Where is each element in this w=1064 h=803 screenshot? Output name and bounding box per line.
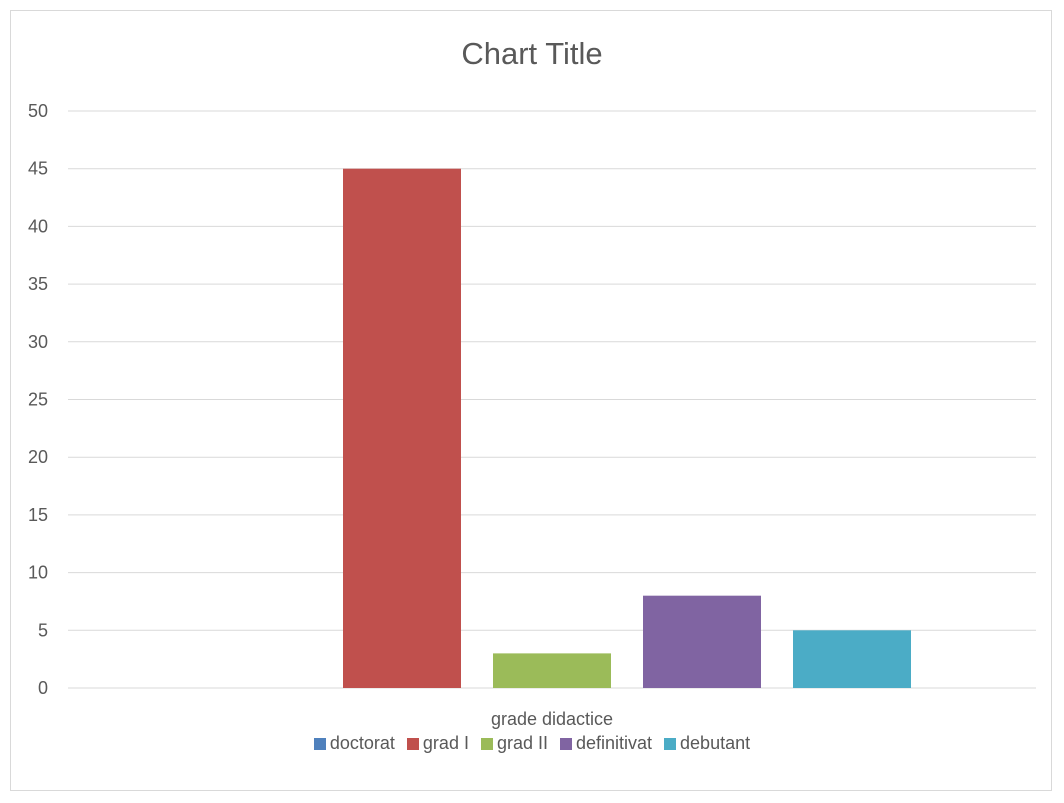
chart-title: Chart Title: [461, 36, 603, 71]
bar-grad-i: [343, 168, 461, 688]
bar-definitivat: [643, 595, 761, 688]
legend-label: debutant: [680, 733, 751, 753]
y-tick-label: 0: [38, 678, 48, 698]
bar-debutant: [793, 630, 911, 688]
legend-swatch: [559, 738, 572, 750]
legend-item: debutant: [664, 733, 750, 754]
y-tick-label: 10: [28, 563, 48, 583]
legend-item: grad II: [480, 733, 548, 754]
legend-swatch: [480, 738, 493, 750]
legend-item: doctorat: [313, 733, 395, 754]
y-tick-label: 15: [28, 505, 48, 525]
chart-legend: doctorat grad I grad II definitivat debutant: [0, 733, 1064, 754]
bar-grad-ii: [493, 653, 611, 688]
y-tick-label: 40: [28, 216, 48, 236]
legend-label: doctorat: [329, 733, 395, 753]
legend-label: grad II: [496, 733, 548, 753]
legend-item: grad I: [406, 733, 469, 754]
legend-label: definitivat: [575, 733, 653, 753]
y-tick-label: 50: [28, 101, 48, 121]
x-category-label: grade didactice: [491, 709, 613, 729]
y-tick-label: 30: [28, 332, 48, 352]
y-tick-label: 35: [28, 274, 48, 294]
legend-swatch: [313, 738, 326, 750]
y-tick-label: 45: [28, 159, 48, 179]
y-tick-label: 20: [28, 447, 48, 467]
y-tick-label: 25: [28, 390, 48, 410]
legend-swatch: [406, 738, 419, 750]
legend-item: definitivat: [559, 733, 653, 754]
legend-swatch: [664, 738, 677, 750]
legend-label: grad I: [422, 733, 469, 753]
y-tick-label: 5: [38, 620, 48, 640]
